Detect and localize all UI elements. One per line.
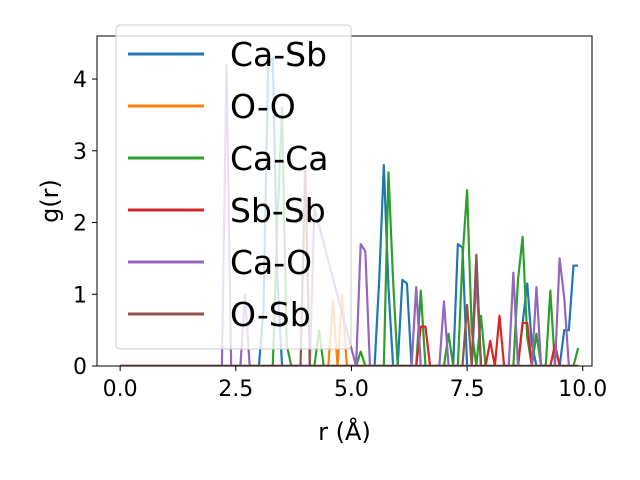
legend-label-ca-sb: Ca-Sb [230, 35, 327, 74]
x-tick-label: 2.5 [218, 377, 253, 402]
x-tick-label: 7.5 [450, 377, 485, 402]
y-tick-label: 0 [73, 355, 87, 380]
y-tick-label: 4 [73, 68, 87, 93]
y-axis: 0 1 2 3 4 [73, 68, 97, 380]
series-line-sb-sb [120, 314, 579, 366]
x-axis-label: r (Å) [318, 417, 371, 446]
series-line-ca-sb [120, 56, 579, 366]
legend: Ca-Sb O-O Ca-Ca Sb-Sb Ca-O O-Sb [115, 24, 352, 350]
legend-label-sb-sb: Sb-Sb [230, 191, 326, 230]
legend-label-o-sb: O-Sb [230, 295, 311, 334]
legend-label-ca-ca: Ca-Ca [230, 139, 328, 178]
y-tick-label: 2 [73, 212, 87, 237]
legend-label-o-o: O-O [230, 87, 296, 126]
x-axis: 0.0 2.5 5.0 7.5 10.0 [103, 366, 607, 402]
y-axis-label: g(r) [36, 179, 64, 223]
x-tick-label: 0.0 [103, 377, 138, 402]
legend-items: Ca-Sb O-O Ca-Ca Sb-Sb Ca-O O-Sb [128, 35, 328, 334]
x-tick-label: 5.0 [334, 377, 369, 402]
series-line-ca-o [120, 63, 579, 366]
legend-label-ca-o: Ca-O [230, 243, 312, 282]
y-tick-label: 1 [73, 283, 87, 308]
x-tick-label: 10.0 [558, 377, 607, 402]
y-tick-label: 3 [73, 140, 87, 165]
